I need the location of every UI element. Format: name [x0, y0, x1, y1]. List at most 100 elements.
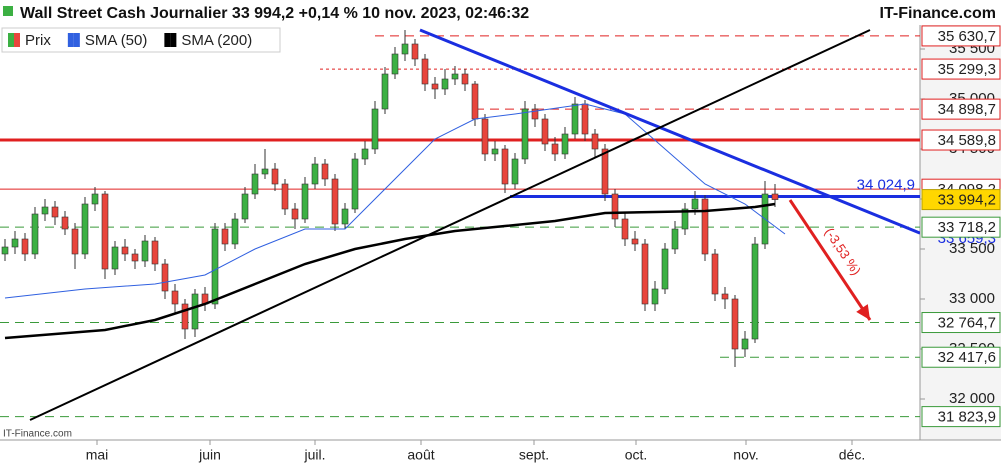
candle-body — [131, 253, 139, 262]
candle-body — [631, 238, 639, 245]
watermark: IT-Finance.com — [3, 429, 72, 440]
candle-body — [61, 216, 69, 230]
candle-body — [101, 193, 109, 270]
candle-body — [571, 103, 579, 135]
candle-body — [11, 238, 19, 248]
candle-body — [321, 163, 329, 180]
candle-body — [511, 158, 519, 185]
candle-body — [291, 208, 299, 220]
candle-body — [311, 163, 319, 185]
candle-body — [601, 148, 609, 195]
candle-body — [141, 240, 149, 262]
price-label-box — [921, 312, 1001, 334]
price-label-box — [921, 129, 1001, 151]
legend-swatch — [73, 33, 80, 47]
x-tick-label: juil. — [303, 447, 325, 463]
candle-body — [361, 148, 369, 160]
y-tick-label: 32 000 — [949, 390, 995, 407]
candle-body — [271, 168, 279, 185]
candle-body — [431, 83, 439, 90]
arrow-head — [856, 304, 870, 320]
candle-body — [561, 133, 569, 155]
candle-body — [71, 228, 79, 255]
candle-body — [541, 118, 549, 145]
legend: Prix SMA (50) SMA (200) — [1, 27, 281, 53]
candle-body — [581, 103, 589, 135]
sma-line — [4, 103, 786, 299]
candle-body — [31, 213, 39, 255]
candle-body — [501, 148, 509, 185]
candle-body — [751, 243, 759, 340]
candle-body — [221, 228, 229, 245]
candle-body — [691, 198, 699, 210]
price-label: 34 898,7 — [938, 101, 996, 118]
legend-label: Prix — [25, 32, 51, 49]
price-label-box — [921, 216, 1001, 238]
price-label: 33 718,2 — [938, 219, 996, 236]
support-label: 34 024,9 — [857, 176, 915, 193]
price-label: 35 630,7 — [938, 28, 996, 45]
site: IT-Finance.com — [880, 5, 996, 22]
candle-body — [621, 218, 629, 240]
candle-body — [701, 198, 709, 255]
candle-body — [41, 206, 49, 215]
trendline — [29, 29, 871, 421]
candle-body — [461, 73, 469, 85]
candle-body — [371, 108, 379, 150]
candle-body — [281, 183, 289, 210]
candle-body — [121, 246, 129, 255]
price-label: 34 589,8 — [938, 132, 996, 149]
candle-body — [231, 218, 239, 245]
price-label-box — [921, 406, 1001, 428]
candle-body — [301, 183, 309, 220]
price-label-box — [921, 58, 1001, 80]
candle-body — [521, 108, 529, 160]
candle-body — [531, 108, 539, 120]
logo — [3, 6, 13, 16]
candle-body — [21, 238, 29, 255]
candle-body — [381, 73, 389, 110]
x-tick-label: mai — [86, 447, 109, 463]
candle-body — [331, 178, 339, 225]
price-label: 32 417,6 — [938, 349, 996, 366]
candle-body — [171, 290, 179, 305]
price-label-box — [921, 25, 1001, 47]
candle-body — [211, 228, 219, 305]
candle-body — [731, 298, 739, 350]
candle-body — [671, 228, 679, 250]
candle-body — [181, 303, 189, 330]
legend-swatch — [164, 33, 171, 47]
x-tick-label: déc. — [839, 447, 865, 463]
candle-body — [711, 253, 719, 295]
price-label-box — [921, 346, 1001, 368]
candle-body — [81, 203, 89, 255]
x-tick-label: nov. — [733, 447, 758, 463]
candle-body — [151, 240, 159, 265]
x-tick-label: oct. — [625, 447, 648, 463]
candle-body — [391, 53, 399, 75]
candle-body — [591, 133, 599, 150]
x-tick-label: juin — [198, 447, 221, 463]
candle-body — [241, 193, 249, 220]
candle-body — [191, 293, 199, 330]
candle-body — [421, 58, 429, 85]
price-label: 31 823,9 — [938, 409, 996, 426]
candle-body — [401, 43, 409, 55]
candle-body — [611, 193, 619, 220]
legend-swatch — [14, 33, 20, 47]
candle-body — [1, 246, 9, 255]
candle-body — [481, 118, 489, 155]
candle-body — [451, 73, 459, 80]
legend-swatch — [67, 33, 74, 47]
candle-body — [661, 248, 669, 290]
candle-body — [651, 288, 659, 305]
candle-body — [551, 143, 559, 155]
candle-body — [111, 246, 119, 270]
price-label-box — [921, 98, 1001, 120]
price-label: 33 994,2 — [938, 192, 996, 209]
legend-label: SMA (200) — [181, 32, 252, 49]
candle-body — [441, 78, 449, 90]
price-label: 32 764,7 — [938, 314, 996, 331]
